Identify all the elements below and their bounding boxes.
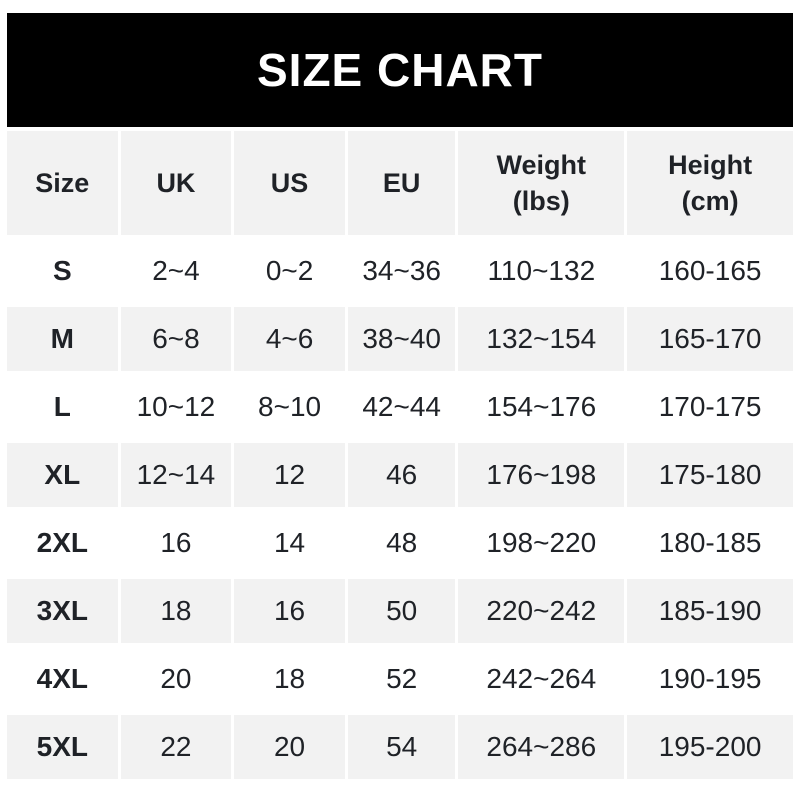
cell-height: 190-195 bbox=[627, 647, 793, 711]
table-row: XL 12~14 12 46 176~198 175-180 bbox=[7, 443, 793, 507]
cell-weight: 264~286 bbox=[458, 715, 625, 779]
cell-eu: 50 bbox=[347, 579, 456, 643]
cell-uk: 12~14 bbox=[120, 443, 232, 507]
cell-uk: 16 bbox=[120, 511, 232, 575]
table-row: 3XL 18 16 50 220~242 185-190 bbox=[7, 579, 793, 643]
column-header-height: Height (cm) bbox=[627, 131, 793, 235]
cell-size: 4XL bbox=[7, 647, 118, 711]
column-header-weight: Weight (lbs) bbox=[458, 131, 625, 235]
page-title: SIZE CHART bbox=[257, 44, 543, 96]
cell-eu: 48 bbox=[347, 511, 456, 575]
cell-size: S bbox=[7, 239, 118, 303]
cell-eu: 38~40 bbox=[347, 307, 456, 371]
cell-us: 16 bbox=[234, 579, 345, 643]
table-row: M 6~8 4~6 38~40 132~154 165-170 bbox=[7, 307, 793, 371]
cell-weight: 220~242 bbox=[458, 579, 625, 643]
cell-weight: 132~154 bbox=[458, 307, 625, 371]
cell-height: 165-170 bbox=[627, 307, 793, 371]
column-header-uk: UK bbox=[120, 131, 232, 235]
cell-us: 0~2 bbox=[234, 239, 345, 303]
table-row: 4XL 20 18 52 242~264 190-195 bbox=[7, 647, 793, 711]
cell-us: 14 bbox=[234, 511, 345, 575]
table-row: 2XL 16 14 48 198~220 180-185 bbox=[7, 511, 793, 575]
table-row: S 2~4 0~2 34~36 110~132 160-165 bbox=[7, 239, 793, 303]
cell-us: 8~10 bbox=[234, 375, 345, 439]
cell-size: 3XL bbox=[7, 579, 118, 643]
cell-height: 185-190 bbox=[627, 579, 793, 643]
size-chart-table: Size UK US EU Weight (lbs) Height (cm) S… bbox=[4, 127, 796, 783]
cell-eu: 52 bbox=[347, 647, 456, 711]
cell-weight: 242~264 bbox=[458, 647, 625, 711]
cell-weight: 176~198 bbox=[458, 443, 625, 507]
cell-height: 160-165 bbox=[627, 239, 793, 303]
cell-eu: 34~36 bbox=[347, 239, 456, 303]
cell-size: XL bbox=[7, 443, 118, 507]
cell-weight: 110~132 bbox=[458, 239, 625, 303]
cell-height: 170-175 bbox=[627, 375, 793, 439]
cell-us: 18 bbox=[234, 647, 345, 711]
cell-size: 2XL bbox=[7, 511, 118, 575]
cell-height: 195-200 bbox=[627, 715, 793, 779]
cell-height: 180-185 bbox=[627, 511, 793, 575]
table-row: L 10~12 8~10 42~44 154~176 170-175 bbox=[7, 375, 793, 439]
cell-size: M bbox=[7, 307, 118, 371]
cell-us: 4~6 bbox=[234, 307, 345, 371]
column-header-size: Size bbox=[7, 131, 118, 235]
cell-uk: 22 bbox=[120, 715, 232, 779]
column-header-us: US bbox=[234, 131, 345, 235]
cell-uk: 20 bbox=[120, 647, 232, 711]
cell-size: L bbox=[7, 375, 118, 439]
cell-uk: 18 bbox=[120, 579, 232, 643]
cell-uk: 2~4 bbox=[120, 239, 232, 303]
column-header-eu: EU bbox=[347, 131, 456, 235]
cell-eu: 42~44 bbox=[347, 375, 456, 439]
cell-us: 20 bbox=[234, 715, 345, 779]
table-row: 5XL 22 20 54 264~286 195-200 bbox=[7, 715, 793, 779]
cell-uk: 10~12 bbox=[120, 375, 232, 439]
table-header-row: Size UK US EU Weight (lbs) Height (cm) bbox=[7, 131, 793, 235]
cell-us: 12 bbox=[234, 443, 345, 507]
cell-uk: 6~8 bbox=[120, 307, 232, 371]
size-chart-banner: SIZE CHART bbox=[7, 13, 793, 127]
cell-eu: 46 bbox=[347, 443, 456, 507]
cell-eu: 54 bbox=[347, 715, 456, 779]
cell-height: 175-180 bbox=[627, 443, 793, 507]
cell-size: 5XL bbox=[7, 715, 118, 779]
cell-weight: 198~220 bbox=[458, 511, 625, 575]
cell-weight: 154~176 bbox=[458, 375, 625, 439]
